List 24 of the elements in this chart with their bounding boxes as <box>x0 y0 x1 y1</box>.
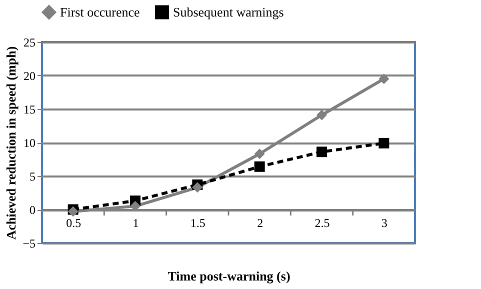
x-tick-label: 1 <box>132 216 139 230</box>
y-tick-label: −5 <box>22 236 36 250</box>
y-tick-label: 0 <box>30 203 36 217</box>
point <box>378 138 390 148</box>
y-tick-label: 25 <box>24 36 36 50</box>
point <box>378 74 390 84</box>
x-tick-label: 0.5 <box>66 216 82 230</box>
point <box>192 182 203 193</box>
x-axis-title: Time post-warning (s) <box>168 268 290 284</box>
y-tick-label: 20 <box>24 69 36 83</box>
point <box>316 110 327 120</box>
x-tick-label: 1.5 <box>190 216 206 230</box>
point <box>254 148 265 160</box>
y-tick-label: 10 <box>24 136 36 150</box>
legend-label: First occurence <box>60 4 140 20</box>
y-axis-title: Achieved reduction in speed (mph) <box>4 46 19 240</box>
x-tick-label: 2.5 <box>314 216 330 230</box>
x-tick-label: 3 <box>381 216 388 230</box>
y-tick-label: 15 <box>24 102 36 116</box>
point <box>316 146 327 158</box>
legend-label: Subsequent warnings <box>173 4 284 20</box>
x-tick-label: 2 <box>257 216 264 230</box>
y-tick-label: 5 <box>30 170 36 184</box>
point <box>254 161 265 172</box>
